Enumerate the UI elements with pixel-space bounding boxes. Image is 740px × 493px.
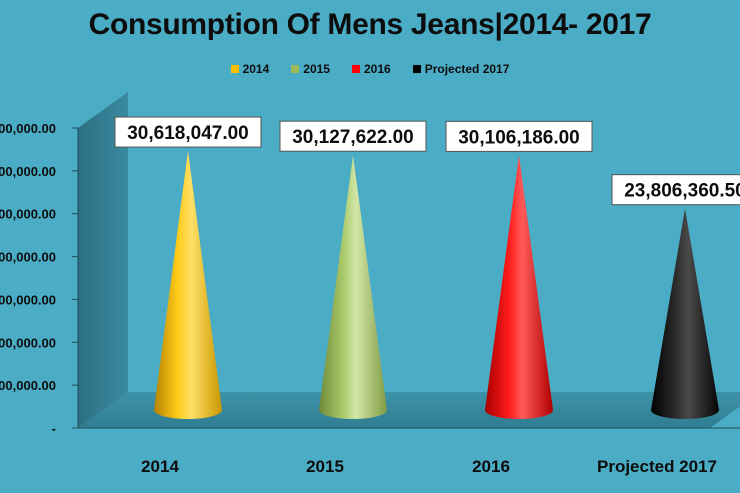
chart-title: Consumption Of Mens Jeans|2014- 2017 xyxy=(88,8,652,41)
y-tick-label: 10,000,000.00 xyxy=(0,335,56,350)
cones-layer xyxy=(154,151,719,419)
chart-floor xyxy=(78,392,740,428)
data-labels-layer: 30,618,047.00 30,127,622.00 30,106,186.00 2… xyxy=(114,116,740,206)
x-category-label: 2015 xyxy=(306,457,344,476)
legend-swatch-2015 xyxy=(291,65,300,73)
y-tick-label: 25,000,000.00 xyxy=(0,207,56,222)
cone-2016 xyxy=(485,155,553,419)
legend-item-2016: 2016 xyxy=(351,62,391,76)
legend-item-2015: 2015 xyxy=(291,62,330,76)
legend-label-projected-2017: Projected 2017 xyxy=(424,62,510,76)
y-tick-label: 5,000,000.00 xyxy=(0,378,56,393)
x-category-label: 2016 xyxy=(472,457,510,476)
y-tick-label: - xyxy=(52,421,56,436)
legend: 2014 2015 2016 Projected 2017 xyxy=(0,62,740,76)
legend-swatch-2014 xyxy=(230,65,239,73)
cone-projected-2017 xyxy=(651,208,719,419)
legend-label-2014: 2014 xyxy=(242,62,270,76)
y-tick-label: 30,000,000.00 xyxy=(0,164,56,179)
data-label-box xyxy=(445,120,593,152)
y-tick-label: 20,000,000.00 xyxy=(0,250,56,265)
x-category-label: Projected 2017 xyxy=(597,457,717,476)
data-label-box xyxy=(279,120,427,152)
legend-swatch-2016 xyxy=(351,65,360,73)
data-label: 30,106,186.00 xyxy=(458,127,580,148)
data-label: 30,618,047.00 xyxy=(127,123,249,144)
y-tick-label: 35,000,000.00 xyxy=(0,121,56,136)
legend-label-2015: 2015 xyxy=(303,62,330,76)
y-axis-ticks: - 5,000,000.00 10,000,000.00 15,000,000.00 2… xyxy=(0,121,78,436)
legend-item-2014: 2014 xyxy=(230,62,270,76)
data-label-box xyxy=(611,174,740,206)
legend-item-projected-2017: Projected 2017 xyxy=(412,62,510,76)
cone-2014 xyxy=(154,151,222,419)
y-tick-label: 15,000,000.00 xyxy=(0,292,56,307)
data-label-box xyxy=(114,116,262,148)
x-axis-categories: 2014 2015 2016 Projected 2017 xyxy=(141,457,717,476)
x-category-label: 2014 xyxy=(141,457,179,476)
chart-back-wall xyxy=(78,92,128,428)
legend-swatch-projected-2017 xyxy=(412,65,421,73)
cone-2015 xyxy=(319,155,387,419)
legend-label-2016: 2016 xyxy=(363,62,391,76)
data-label: 23,806,360.50 xyxy=(624,181,740,202)
data-label: 30,127,622.00 xyxy=(292,127,414,148)
